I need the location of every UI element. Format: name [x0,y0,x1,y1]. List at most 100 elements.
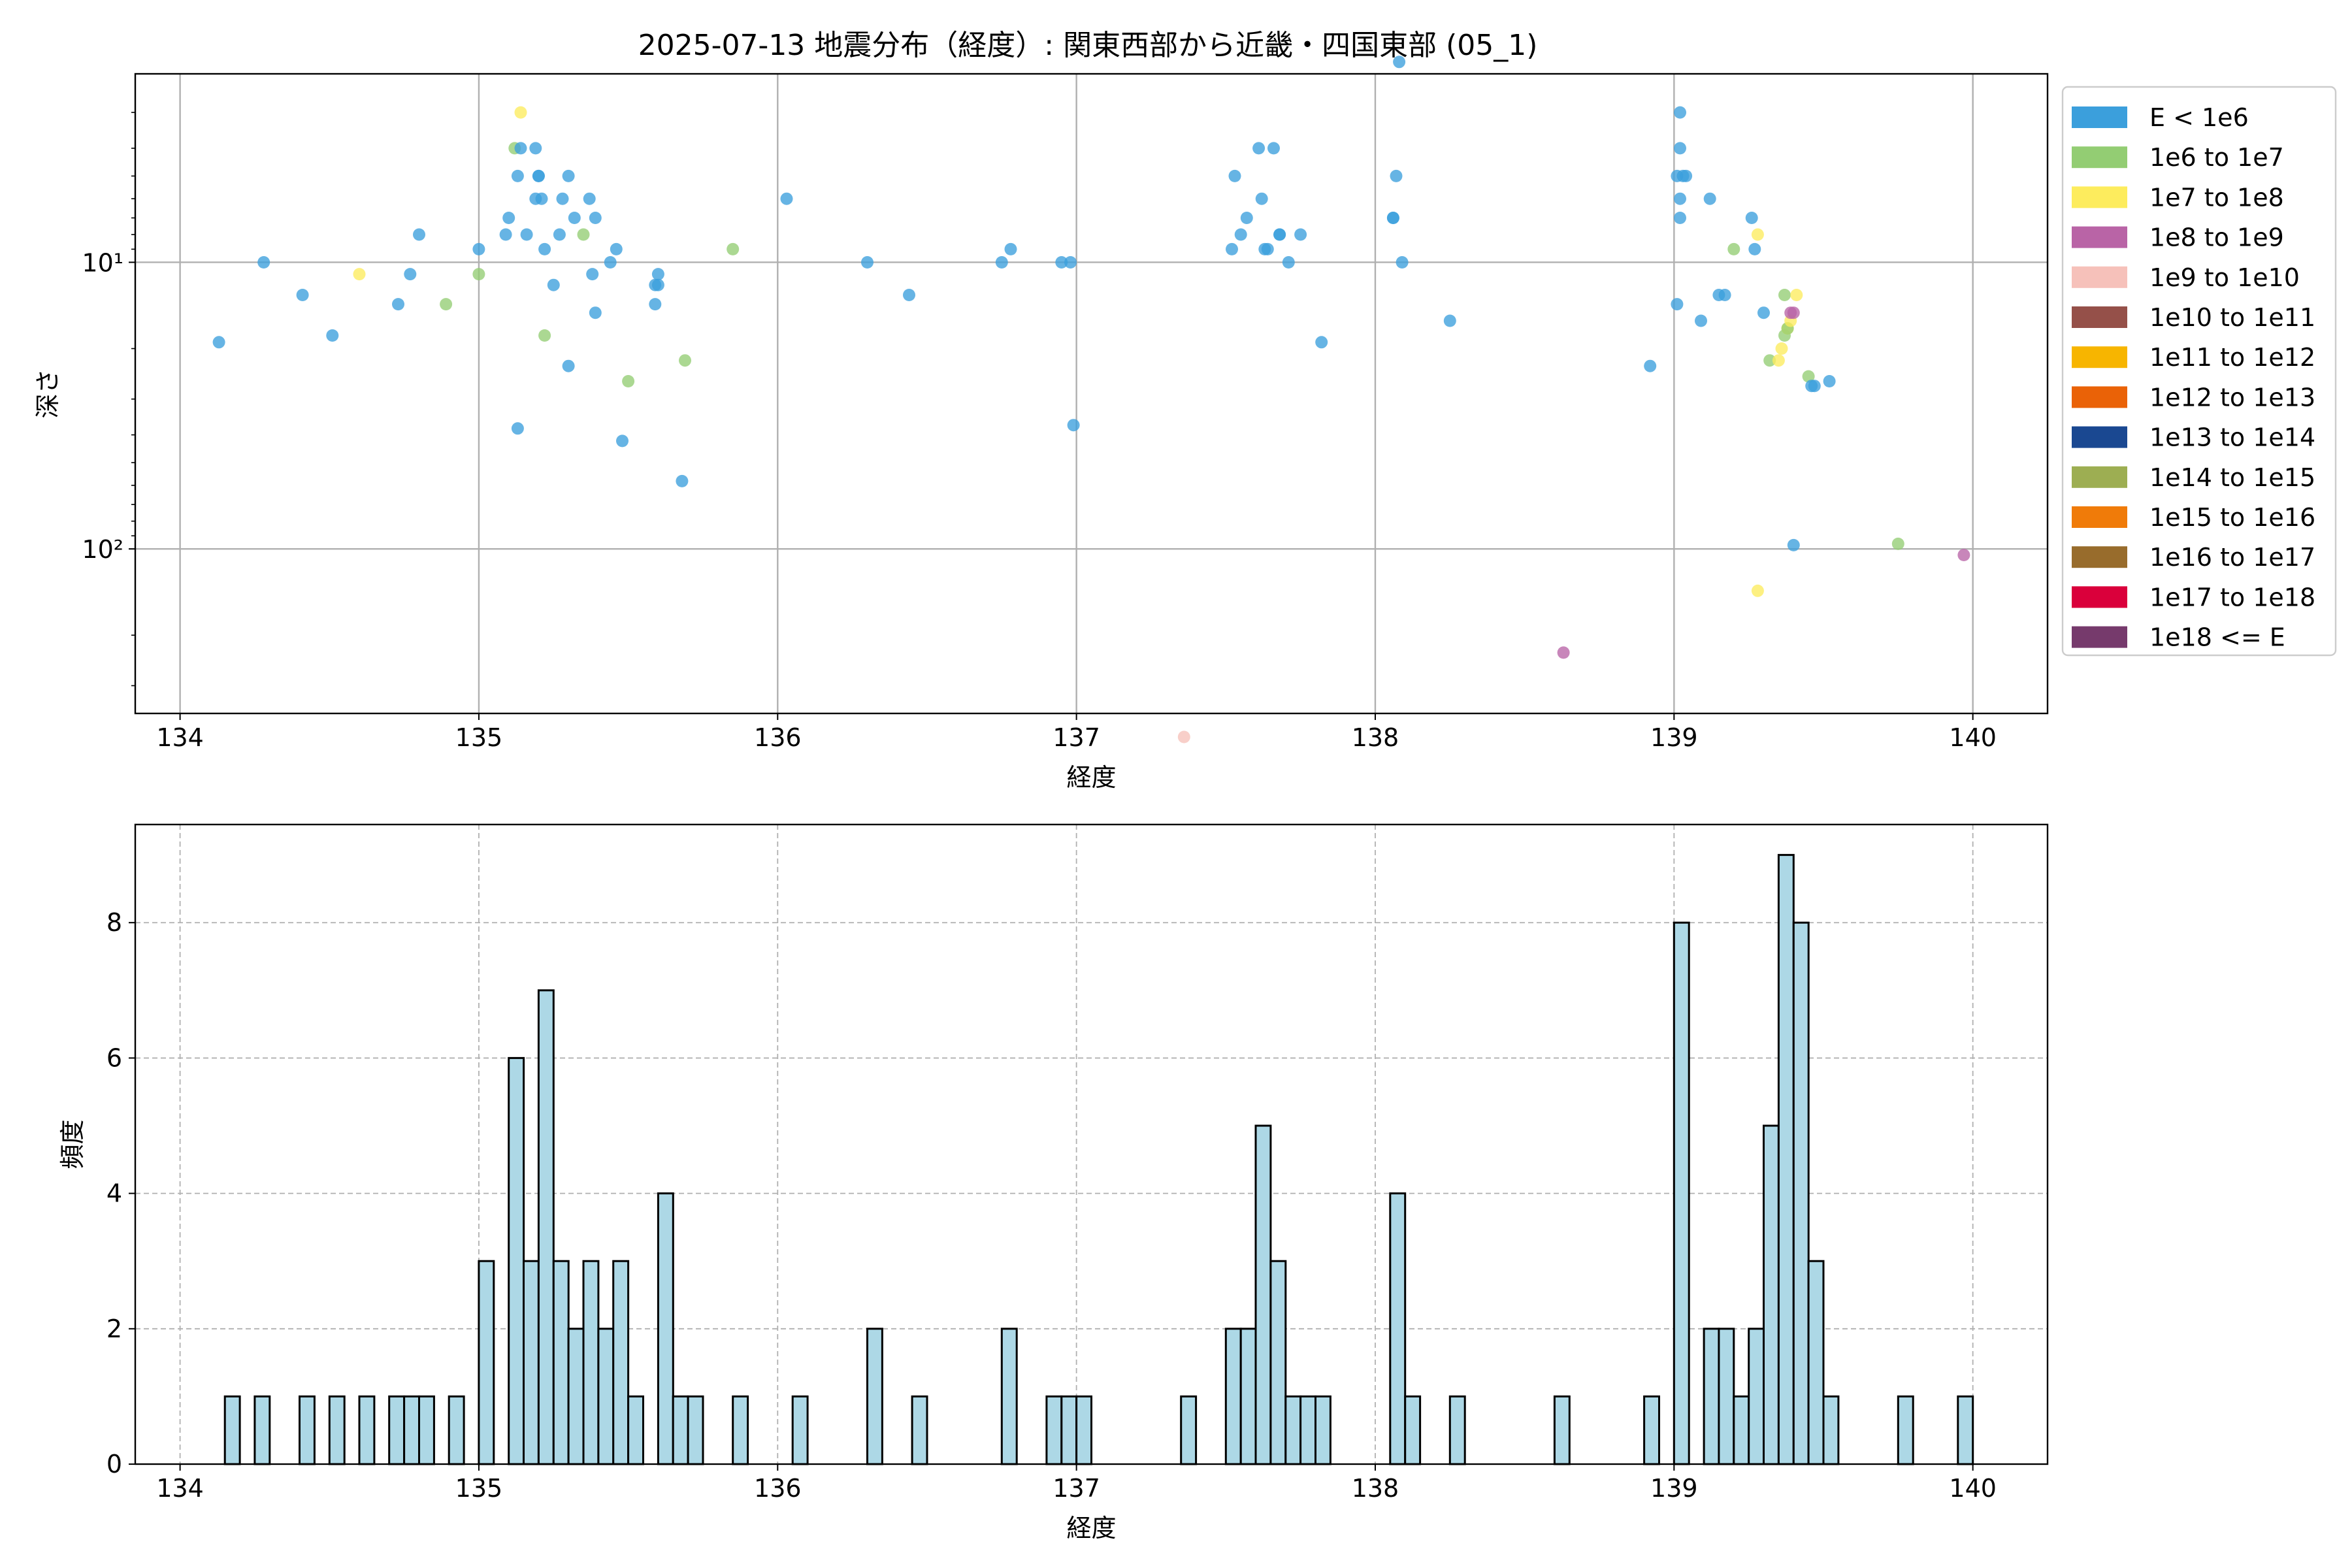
scatter-xtick-label: 136 [754,723,802,752]
scatter-point [472,242,485,255]
legend-swatch [2072,426,2127,448]
histogram-bar [1239,1328,1257,1465]
histogram-bar [687,1395,704,1465]
histogram-bar [1822,1395,1840,1465]
scatter-point [651,278,664,291]
scatter-point [499,228,512,241]
legend-label: 1e16 to 1e17 [2149,543,2315,572]
histogram-bar [388,1395,406,1465]
histogram-bar [1703,1328,1720,1465]
scatter-point [1234,228,1247,241]
legend-swatch [2072,546,2127,568]
scatter-point [392,298,404,311]
scatter-point [679,354,691,367]
hist-frame [134,823,2049,1465]
scatter-point [616,434,629,448]
legend-label: 1e12 to 1e13 [2149,383,2315,412]
scatter-point [1267,142,1280,155]
scatter-point [440,298,453,311]
histogram-bar [1733,1395,1750,1465]
scatter-point [1751,584,1764,597]
histogram-bar [1448,1395,1466,1465]
scatter-point [212,336,225,349]
histogram-bar [1284,1395,1302,1465]
histogram-bar [657,1192,674,1465]
scatter-point [538,242,551,255]
scatter-point [1957,549,1970,561]
legend-swatch [2072,586,2127,608]
histogram-bar [223,1395,241,1465]
scatter-xtick-label: 138 [1352,723,1399,752]
hist-ytick-label: 0 [106,1450,122,1478]
hist-ytick-label: 4 [106,1179,122,1208]
scatter-point [651,268,664,281]
histogram-bar [448,1395,465,1465]
legend-swatch [2072,106,2127,128]
scatter-point [1674,212,1686,224]
histogram-bar [1045,1395,1063,1465]
scatter-point [1778,289,1791,301]
hist-xtick-label: 135 [455,1474,503,1503]
scatter-point [1315,336,1328,349]
scatter-point [1557,646,1570,659]
legend-swatch [2072,226,2127,248]
scatter-point [727,242,740,255]
scatter-point [1891,537,1904,550]
scatter-point [547,278,560,291]
scatter-point [610,242,623,255]
legend-swatch [2072,306,2127,328]
scatter-point [529,142,542,155]
histogram-bar [732,1395,749,1465]
histogram-bar [791,1395,809,1465]
scatter-point [589,212,602,224]
legend-label: 1e14 to 1e15 [2149,463,2315,492]
hist-xlabel: 経度 [1066,1514,1116,1543]
scatter-point [1644,359,1657,372]
scatter-point [622,375,635,387]
legend-swatch [2072,506,2127,528]
scatter-xtick-label: 137 [1053,723,1100,752]
scatter-ytick-label: 10² [82,535,123,564]
scatter-point [1228,169,1241,182]
scatter-point [1255,192,1268,205]
scatter-point [1748,242,1761,255]
histogram-panel: 134 135 136 137 138 139 140 0 2 4 6 8 経度 頻度 [58,823,2049,1543]
scatter-point [1745,212,1758,224]
scatter-point [1671,298,1684,311]
scatter-point [1751,228,1764,241]
histogram-bar [911,1395,928,1465]
scatter-xlabel: 経度 [1066,763,1116,792]
scatter-point [538,329,551,342]
legend-label: 1e9 to 1e10 [2149,263,2300,292]
scatter-point [1282,256,1295,269]
legend-label: 1e8 to 1e9 [2149,223,2284,252]
scatter-point [1695,314,1707,327]
scatter-frame [134,73,2049,715]
scatter-point [1757,306,1770,319]
scatter-point [1718,289,1731,301]
scatter-point [1273,228,1286,241]
histogram-bar [1897,1395,1914,1465]
histogram-bar [1957,1395,1974,1465]
scatter-point [1823,375,1836,387]
scatter-point [1396,256,1409,269]
scatter-point [577,228,590,241]
scatter-point [326,329,339,342]
histogram-bar [299,1395,316,1465]
scatter-point [1772,354,1785,367]
scatter-point [604,256,617,269]
scatter-point [1674,192,1686,205]
legend-box [2061,86,2337,657]
scatter-panel: 134 135 136 137 138 139 140 10¹ 10² 経度 深さ [33,56,2049,792]
scatter-point [1763,354,1776,367]
scatter-point [780,192,793,205]
scatter-point [676,474,689,487]
histogram-bar [358,1395,376,1465]
histogram-bar [328,1395,346,1465]
scatter-ytick-label: 10¹ [82,248,123,277]
figure-title: 2025-07-13 地震分布（経度）: 関東西部から近畿・四国東部 (05_1… [638,29,1538,62]
hist-ytick-label: 6 [106,1043,122,1072]
legend-swatch [2072,466,2127,488]
scatter-point [1808,380,1821,393]
